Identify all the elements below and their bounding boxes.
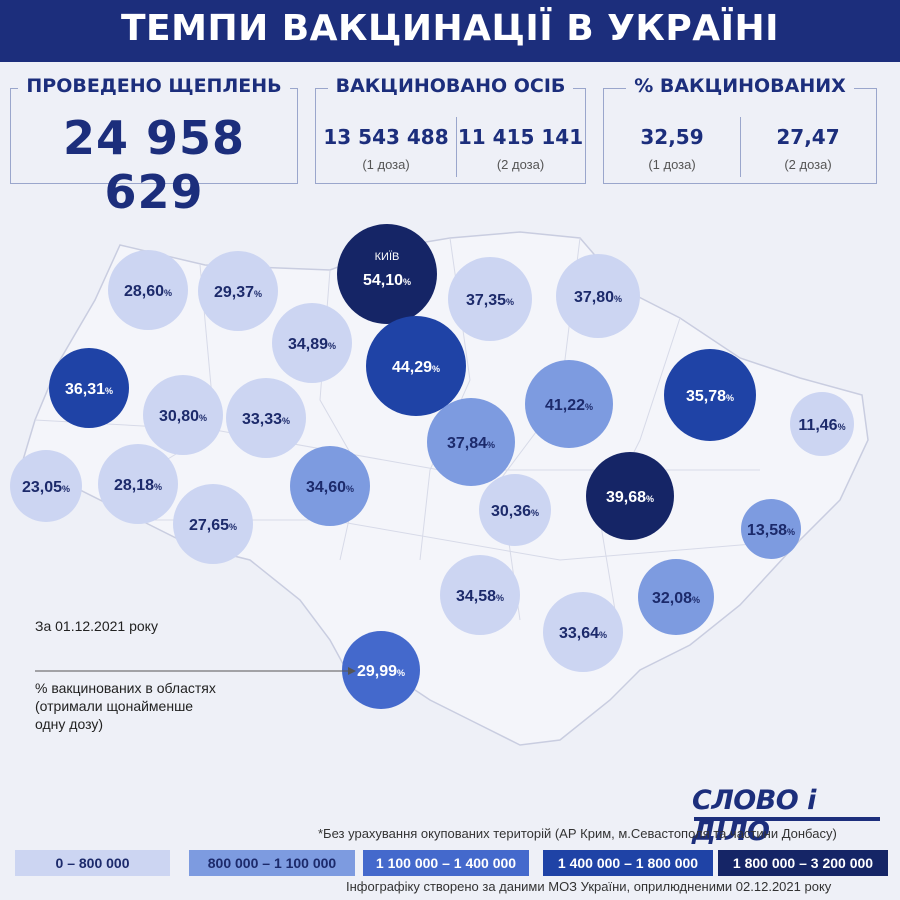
percent-dose2-value: 27,47 — [776, 125, 840, 149]
region-value-label: 35,78% — [686, 388, 734, 405]
region-bubble — [98, 444, 178, 524]
region-bubbles: 28,60% 29,37% КИЇВ 54,10% 37,35% 37,80% 34,89%… — [10, 224, 854, 709]
logo-underline — [694, 817, 880, 821]
annotation-line-3: одну дозу) — [35, 716, 103, 732]
region-bubble — [638, 559, 714, 635]
region-value-label: 27,65% — [189, 517, 237, 534]
doses-value: 24 958 629 — [62, 111, 246, 219]
region-bubble — [366, 316, 466, 416]
region-bubble — [427, 398, 515, 486]
doses-label: ПРОВЕДЕНО ЩЕПЛЕНЬ — [18, 75, 290, 97]
percent-dose1-note: (1 доза) — [648, 157, 696, 172]
region-bubble — [586, 452, 674, 540]
region-bubble — [664, 349, 756, 441]
region-name-label: КИЇВ — [375, 251, 400, 263]
region-value-label: 44,29% — [392, 359, 440, 376]
region-value-label: 29,37% — [214, 284, 262, 301]
percent-label: % ВАКЦИНОВАНИХ — [626, 75, 854, 97]
region-value-label: 30,80% — [159, 408, 207, 425]
region-value-label: 34,58% — [456, 588, 504, 605]
legend-item: 1 800 000 – 3 200 000 — [718, 850, 888, 876]
percent-dose2-note: (2 доза) — [784, 157, 832, 172]
disclaimer: *Без урахування окупованих територій (АР… — [318, 826, 837, 841]
region-bubble — [479, 474, 551, 546]
region-value-label: 39,68% — [606, 489, 654, 506]
brand-logo: СЛОВО і ДІЛО — [692, 785, 882, 847]
region-value-label: 37,80% — [574, 289, 622, 306]
region-bubble — [543, 592, 623, 672]
persons-box: ВАКЦИНОВАНО ОСІБ 13 543 488 (1 доза) 11 … — [315, 75, 586, 184]
annotation-arrowhead — [348, 667, 356, 675]
region-bubble — [198, 251, 278, 331]
region-bubble — [342, 631, 420, 709]
region-value-label: 29,99% — [357, 663, 405, 680]
region-bubble — [10, 450, 82, 522]
region-value-label: 36,31% — [65, 381, 113, 398]
region-value-label: 37,84% — [447, 435, 495, 452]
legend-item: 1 100 000 – 1 400 000 — [363, 850, 529, 876]
region-value-label: 28,60% — [124, 283, 172, 300]
divider — [456, 117, 457, 177]
region-bubble — [790, 392, 854, 456]
region-value-label: 54,10% — [363, 272, 411, 289]
persons-dose1-note: (1 доза) — [362, 157, 410, 172]
region-value-label: 33,64% — [559, 625, 607, 642]
persons-dose2-value: 11 415 141 — [457, 125, 584, 149]
source-note: Інфографіку створено за даними МОЗ Украї… — [346, 879, 832, 894]
legend-item: 0 – 800 000 — [15, 850, 170, 876]
region-value-label: 34,89% — [288, 336, 336, 353]
region-value-label: 28,18% — [114, 477, 162, 494]
region-bubble — [143, 375, 223, 455]
divider — [740, 117, 741, 177]
region-value-label: 41,22% — [545, 397, 593, 414]
percent-box: % ВАКЦИНОВАНИХ 32,59 (1 доза) 27,47 (2 д… — [603, 75, 877, 184]
doses-box: ПРОВЕДЕНО ЩЕПЛЕНЬ 24 958 629 — [10, 75, 298, 219]
region-value-label: 13,58% — [747, 522, 795, 539]
logo-text: СЛОВО і ДІЛО — [692, 785, 816, 847]
region-bubble — [108, 250, 188, 330]
region-value-label: 34,60% — [306, 479, 354, 496]
region-value-label: 30,36% — [491, 503, 539, 520]
annotation-line-1: % вакцинованих в областях — [35, 680, 216, 696]
percent-dose1-value: 32,59 — [640, 125, 704, 149]
region-bubble — [741, 499, 801, 559]
region-bubble — [272, 303, 352, 383]
persons-label: ВАКЦИНОВАНО ОСІБ — [327, 75, 574, 97]
date-note: За 01.12.2021 року — [35, 618, 158, 634]
persons-dose1-value: 13 543 488 — [323, 125, 449, 149]
header: ТЕМПИ ВАКЦИНАЦІЇ В УКРАЇНІ — [0, 0, 900, 62]
region-bubble — [226, 378, 306, 458]
region-bubble — [49, 348, 129, 428]
legend-item: 1 400 000 – 1 800 000 — [543, 850, 713, 876]
region-value-label: 37,35% — [466, 292, 514, 309]
legend-item: 800 000 – 1 100 000 — [189, 850, 355, 876]
region-bubble — [290, 446, 370, 526]
region-bubble — [337, 224, 437, 324]
region-bubble — [173, 484, 253, 564]
region-bubble — [556, 254, 640, 338]
region-bubble — [525, 360, 613, 448]
annotation-line-2: (отримали щонайменше — [35, 698, 194, 714]
region-bubble — [448, 257, 532, 341]
region-bubble — [440, 555, 520, 635]
region-value-label: 33,33% — [242, 411, 290, 428]
region-value-label: 32,08% — [652, 590, 700, 607]
region-value-label: 23,05% — [22, 479, 70, 496]
persons-dose2-note: (2 доза) — [496, 157, 545, 172]
page-title: ТЕМПИ ВАКЦИНАЦІЇ В УКРАЇНІ — [120, 8, 780, 49]
region-value-label: 11,46% — [798, 417, 845, 434]
